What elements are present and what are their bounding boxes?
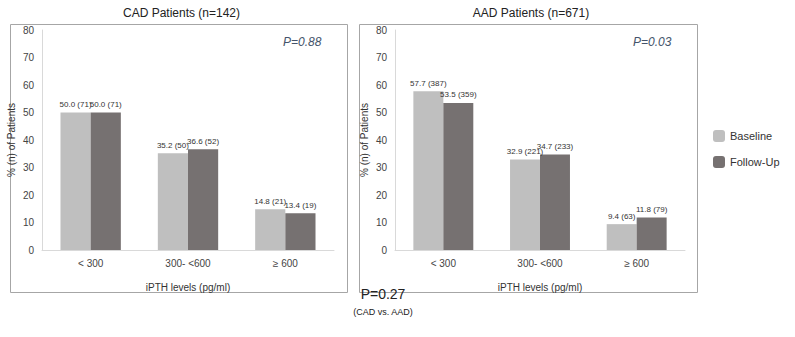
svg-text:13.4 (19): 13.4 (19) — [284, 201, 316, 210]
svg-text:300- <600: 300- <600 — [517, 258, 563, 269]
svg-text:34.7 (233): 34.7 (233) — [537, 142, 574, 151]
svg-text:80: 80 — [23, 25, 35, 36]
svg-text:40: 40 — [23, 135, 35, 146]
svg-text:40: 40 — [376, 135, 388, 146]
svg-text:70: 70 — [23, 52, 35, 63]
svg-text:30: 30 — [23, 162, 35, 173]
svg-text:P=0.88: P=0.88 — [283, 35, 322, 49]
svg-text:≥ 600: ≥ 600 — [624, 258, 649, 269]
svg-text:0: 0 — [28, 245, 34, 256]
svg-text:53.5 (359): 53.5 (359) — [440, 90, 477, 99]
svg-text:20: 20 — [23, 190, 35, 201]
svg-text:11.8 (79): 11.8 (79) — [636, 205, 668, 214]
svg-text:50.0 (71): 50.0 (71) — [60, 100, 92, 109]
svg-text:< 300: < 300 — [431, 258, 457, 269]
svg-text:9.4 (63): 9.4 (63) — [608, 212, 636, 221]
svg-text:CAD Patients (n=142): CAD Patients (n=142) — [123, 6, 240, 20]
svg-text:0: 0 — [381, 245, 387, 256]
svg-text:iPTH levels (pg/ml): iPTH levels (pg/ml) — [146, 282, 230, 293]
svg-text:57.7 (387): 57.7 (387) — [410, 79, 447, 88]
svg-text:70: 70 — [376, 52, 388, 63]
svg-text:iPTH levels (pg/ml): iPTH levels (pg/ml) — [498, 282, 582, 293]
svg-text:10: 10 — [376, 217, 388, 228]
svg-text:50: 50 — [23, 107, 35, 118]
svg-text:35.2 (50): 35.2 (50) — [157, 141, 189, 150]
svg-text:14.8 (21): 14.8 (21) — [254, 197, 286, 206]
svg-text:30: 30 — [376, 162, 388, 173]
svg-text:% (n) of Patients: % (n) of Patients — [359, 103, 370, 177]
svg-text:≥ 600: ≥ 600 — [273, 258, 298, 269]
svg-text:36.6 (52): 36.6 (52) — [187, 137, 219, 146]
svg-text:Follow-Up: Follow-Up — [730, 156, 780, 168]
svg-text:60: 60 — [376, 80, 388, 91]
svg-text:32.9 (221): 32.9 (221) — [506, 147, 544, 156]
svg-text:300- <600: 300- <600 — [165, 258, 211, 269]
svg-text:P=0.27: P=0.27 — [361, 286, 406, 302]
svg-text:(CAD vs. AAD): (CAD vs. AAD) — [353, 307, 413, 317]
svg-text:< 300: < 300 — [78, 258, 104, 269]
svg-text:20: 20 — [376, 190, 388, 201]
svg-text:60: 60 — [23, 80, 35, 91]
svg-text:% (n) of Patients: % (n) of Patients — [6, 103, 17, 177]
svg-text:50: 50 — [376, 107, 388, 118]
svg-text:80: 80 — [376, 25, 388, 36]
svg-text:10: 10 — [23, 217, 35, 228]
svg-text:Baseline: Baseline — [730, 130, 772, 142]
svg-text:50.0 (71): 50.0 (71) — [90, 100, 122, 109]
svg-text:P=0.03: P=0.03 — [633, 35, 672, 49]
svg-text:AAD Patients (n=671): AAD Patients (n=671) — [473, 6, 589, 20]
